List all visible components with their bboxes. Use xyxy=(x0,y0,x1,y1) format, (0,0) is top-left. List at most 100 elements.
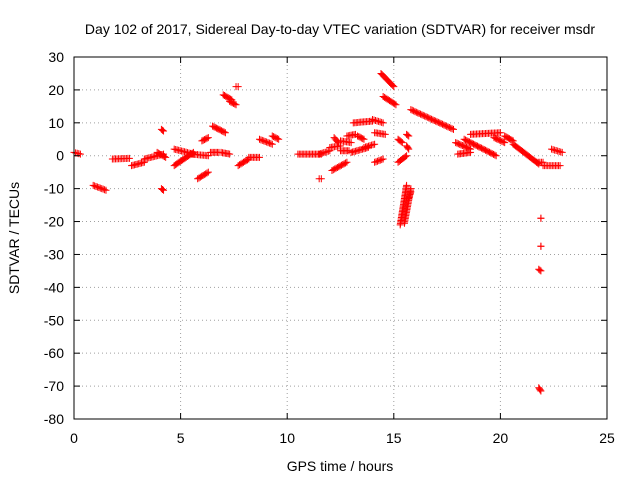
data-track xyxy=(70,148,84,158)
data-point xyxy=(257,136,265,144)
data-point xyxy=(160,186,168,194)
data-point xyxy=(392,101,400,109)
data-point xyxy=(467,148,475,156)
data-point xyxy=(267,140,275,148)
x-tick-label: 10 xyxy=(279,430,295,446)
data-point xyxy=(389,82,397,90)
data-point xyxy=(93,183,101,191)
data-track xyxy=(394,135,406,147)
data-point xyxy=(371,140,379,148)
data-point xyxy=(359,135,367,143)
y-tick-label: -50 xyxy=(44,312,64,328)
data-point xyxy=(162,153,170,161)
data-track xyxy=(354,132,368,143)
data-track xyxy=(539,162,564,170)
data-point xyxy=(558,148,566,156)
data-track xyxy=(217,148,234,158)
data-point xyxy=(255,135,263,143)
data-point xyxy=(234,83,242,91)
data-point xyxy=(273,135,281,143)
data-track xyxy=(187,150,212,160)
plot-frame xyxy=(73,56,608,420)
data-point xyxy=(231,100,239,108)
data-point xyxy=(372,158,380,166)
x-tick-label: 0 xyxy=(70,430,78,446)
data-point xyxy=(391,100,399,108)
y-tick-labels: -80 -70 -60 -50 -40 -30 -20 -10 0 10 20 30 xyxy=(44,49,64,427)
data-point xyxy=(76,150,84,158)
data-track xyxy=(535,384,545,395)
x-tick-label: 15 xyxy=(386,430,402,446)
data-track xyxy=(509,140,543,168)
data-point xyxy=(89,181,97,189)
data-point xyxy=(379,155,387,163)
data-track xyxy=(337,137,355,147)
data-point xyxy=(537,214,545,222)
data-point xyxy=(376,156,384,164)
data-point xyxy=(343,158,351,166)
data-point xyxy=(158,185,166,193)
data-point xyxy=(260,137,268,145)
data-track xyxy=(360,140,379,151)
data-point xyxy=(160,153,168,161)
data-point xyxy=(99,185,107,193)
data-point xyxy=(95,184,103,192)
data-point xyxy=(204,168,212,176)
data-track xyxy=(268,132,283,143)
data-point xyxy=(405,132,413,140)
data-track xyxy=(533,158,547,166)
data-track xyxy=(170,145,197,158)
y-tick-label: 10 xyxy=(48,115,64,131)
axis-ticks xyxy=(73,56,608,420)
data-point xyxy=(508,136,516,144)
data-track xyxy=(157,185,168,194)
data-point xyxy=(375,157,383,165)
data-track xyxy=(535,265,545,275)
data-track xyxy=(209,122,229,137)
y-tick-label: 0 xyxy=(56,148,64,164)
data-point xyxy=(125,154,133,162)
data-point xyxy=(401,153,409,161)
data-track xyxy=(394,152,411,166)
data-point xyxy=(264,139,272,147)
data-track xyxy=(328,158,351,175)
y-tick-label: -30 xyxy=(44,246,64,262)
data-point xyxy=(371,158,379,166)
y-tick-label: -40 xyxy=(44,279,64,295)
data-track xyxy=(548,145,566,156)
data-point xyxy=(501,139,509,147)
data-point xyxy=(347,139,355,147)
data-point xyxy=(492,152,500,160)
data-point xyxy=(449,125,457,133)
grid-lines xyxy=(74,57,607,419)
data-point xyxy=(403,181,411,189)
data-point xyxy=(404,131,412,139)
data-point xyxy=(275,135,283,143)
data-track xyxy=(396,181,411,229)
data-point xyxy=(448,125,456,133)
x-axis-label: GPS time / hours xyxy=(287,458,394,474)
data-track xyxy=(194,168,212,183)
data-track xyxy=(337,147,353,155)
data-point xyxy=(405,145,413,153)
data-point xyxy=(220,128,228,136)
data-point xyxy=(221,129,229,137)
data-point xyxy=(203,169,211,177)
data-point xyxy=(101,186,109,194)
y-tick-label: -20 xyxy=(44,214,64,230)
x-tick-label: 25 xyxy=(599,430,615,446)
y-axis-label: SDTVAR / TECUs xyxy=(6,182,22,294)
data-track xyxy=(490,134,509,147)
data-point xyxy=(390,83,398,91)
data-point xyxy=(203,134,211,142)
data-point xyxy=(263,138,271,146)
data-track xyxy=(537,214,545,222)
data-track xyxy=(234,155,253,170)
data-point xyxy=(160,127,168,135)
data-point xyxy=(378,156,386,164)
data-track xyxy=(315,175,325,183)
data-point xyxy=(491,151,499,159)
data-point xyxy=(258,136,266,144)
data-point xyxy=(536,386,544,394)
chart-title: Day 102 of 2017, Sidereal Day-to-day VTE… xyxy=(85,21,595,37)
